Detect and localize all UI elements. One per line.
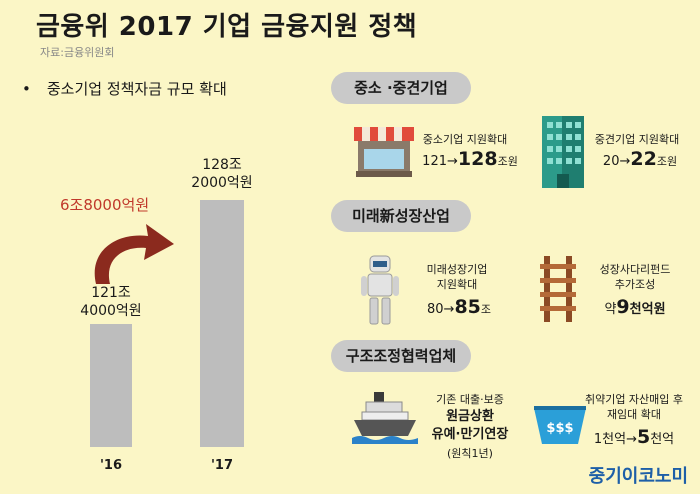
sme-support-value: 121→128조원 bbox=[420, 148, 520, 170]
shop-icon bbox=[354, 127, 414, 177]
asset-unit: 천억 bbox=[650, 432, 675, 447]
asset-to: 5 bbox=[636, 426, 651, 448]
left-heading: • 중소기업 정책자금 규모 확대 bbox=[22, 78, 227, 99]
ship-icon bbox=[352, 392, 418, 444]
bar-2016-value-line2: 4000억원 bbox=[80, 303, 142, 319]
future-arrow: → bbox=[443, 302, 455, 317]
increase-arrow-icon bbox=[94, 224, 174, 284]
ladder-fund-label: 성장사다리펀드 추가조성 bbox=[590, 262, 680, 292]
ladder-fund-value: 약9천억원 bbox=[590, 296, 680, 318]
bar-2016-value-line1: 121조 bbox=[91, 285, 131, 301]
svg-text:$$$: $$$ bbox=[546, 421, 573, 436]
sme-arrow: → bbox=[447, 154, 458, 169]
bar-2017-value-line2: 2000억원 bbox=[191, 175, 253, 191]
ladder-fund-label-1: 성장사다리펀드 bbox=[599, 263, 671, 276]
x-tick-2016: '16 bbox=[99, 458, 123, 473]
midsize-unit: 조원 bbox=[656, 155, 678, 168]
asset-purchase-label-2: 재임대 확대 bbox=[606, 408, 662, 421]
x-tick-2017: '17 bbox=[210, 458, 234, 473]
brand-logo: 중기이코노미 bbox=[588, 466, 688, 487]
future-growth-label-2: 지원확대 bbox=[436, 278, 478, 291]
basket-icon: $$$ bbox=[534, 406, 586, 444]
future-unit: 조 bbox=[480, 303, 492, 316]
ladder-fund-label-2: 추가조성 bbox=[614, 278, 656, 291]
midsize-support-label: 중견기업 지원확대 bbox=[594, 133, 680, 146]
section-restructuring-title: 구조조정협력업체 bbox=[331, 340, 471, 372]
section-sme-title: 중소 ·중견기업 bbox=[331, 72, 471, 104]
sme-unit: 조원 bbox=[497, 155, 518, 168]
ladder-prefix: 약 bbox=[604, 302, 617, 317]
repayment-deferral: 원금상환 bbox=[446, 409, 494, 424]
bar-2017 bbox=[200, 200, 244, 447]
ladder-to: 9 bbox=[616, 296, 630, 318]
bar-2016 bbox=[90, 324, 132, 447]
bullet-dot: • bbox=[22, 80, 31, 98]
sme-from: 121 bbox=[422, 154, 447, 169]
page-title: 금융위 2017 기업 금융지원 정책 bbox=[36, 12, 418, 42]
future-to: 85 bbox=[454, 296, 481, 318]
section-future-title: 미래新성장산업 bbox=[331, 200, 471, 232]
asset-arrow: → bbox=[626, 432, 637, 447]
maturity-extension: 유예·만기연장 bbox=[431, 427, 509, 442]
restructuring-bold: 원금상환 유예·만기연장 bbox=[418, 408, 522, 444]
increase-label: 6조8000억원 bbox=[60, 196, 150, 214]
midsize-support-value: 20→22조원 bbox=[595, 148, 685, 170]
asset-purchase-label-1: 취약기업 자산매입 후 bbox=[584, 393, 684, 406]
future-from: 80 bbox=[426, 302, 444, 317]
left-heading-text: 중소기업 정책자금 규모 확대 bbox=[46, 80, 227, 98]
midsize-arrow: → bbox=[619, 154, 631, 169]
robot-icon bbox=[361, 255, 399, 325]
future-growth-value: 80→85조 bbox=[414, 296, 504, 318]
ladder-unit: 천억원 bbox=[629, 302, 666, 317]
future-growth-label: 미래성장기업 지원확대 bbox=[412, 262, 502, 292]
source-note: 자료:금융위원회 bbox=[40, 46, 115, 59]
bar-2017-value: 128조 2000억원 bbox=[180, 156, 264, 192]
asset-purchase-value: 1천억→5천억 bbox=[584, 426, 684, 448]
building-icon bbox=[542, 116, 584, 188]
asset-from: 1천억 bbox=[593, 432, 627, 447]
bar-2017-value-line1: 128조 bbox=[202, 157, 242, 173]
future-growth-label-1: 미래성장기업 bbox=[426, 263, 488, 276]
asset-purchase-label: 취약기업 자산매입 후 재임대 확대 bbox=[570, 392, 698, 422]
restructuring-label: 기존 대출·보증 bbox=[436, 393, 504, 406]
midsize-to: 22 bbox=[630, 148, 657, 170]
bar-2016-value: 121조 4000억원 bbox=[70, 284, 152, 320]
restructuring-note: (원칙1년) bbox=[447, 447, 493, 460]
sme-support-label: 중소기업 지원확대 bbox=[422, 133, 508, 146]
midsize-from: 20 bbox=[602, 154, 620, 169]
ladder-icon bbox=[540, 256, 576, 322]
sme-to: 128 bbox=[457, 148, 498, 170]
